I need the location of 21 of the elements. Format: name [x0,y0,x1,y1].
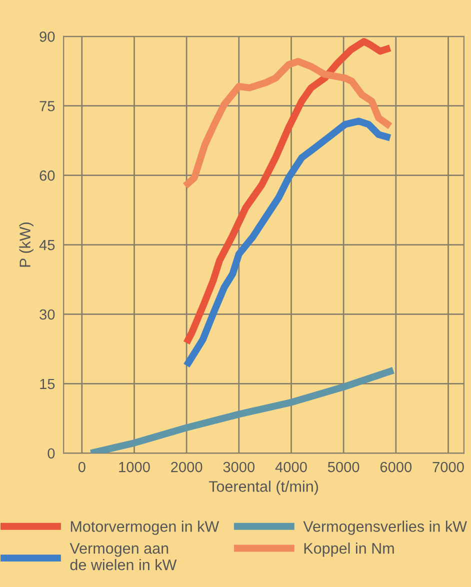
x-tick-label: 0 [78,462,86,472]
x-axis-title: Toerental (t/min) [208,480,318,495]
y-tick-label: 0 [48,448,55,459]
x-tick-label: 4000 [275,462,307,472]
legend-label: Koppel in Nm [304,542,394,557]
y-axis-title: P (kW) [19,222,34,267]
x-tick-label: 2000 [171,462,202,472]
y-tick-label: 45 [39,240,55,250]
x-tick-label: 1000 [119,462,150,472]
x-tick-label: 6000 [380,462,412,472]
legend-label: Vermogensverlies in kW [303,520,467,535]
x-tick-label: 5000 [328,462,360,472]
x-tick-label: 7000 [432,462,464,472]
y-tick-label: 75 [40,101,55,112]
y-tick-label: 60 [40,170,55,181]
y-tick-label: 15 [40,378,55,390]
legend-label: Motorvermogen in kW [70,520,220,535]
x-tick-label: 3000 [223,462,255,472]
y-tick-label: 90 [40,31,55,42]
y-tick-label: 30 [40,309,55,320]
legend-label: Vermogen aan de wielen in kW [70,543,177,570]
